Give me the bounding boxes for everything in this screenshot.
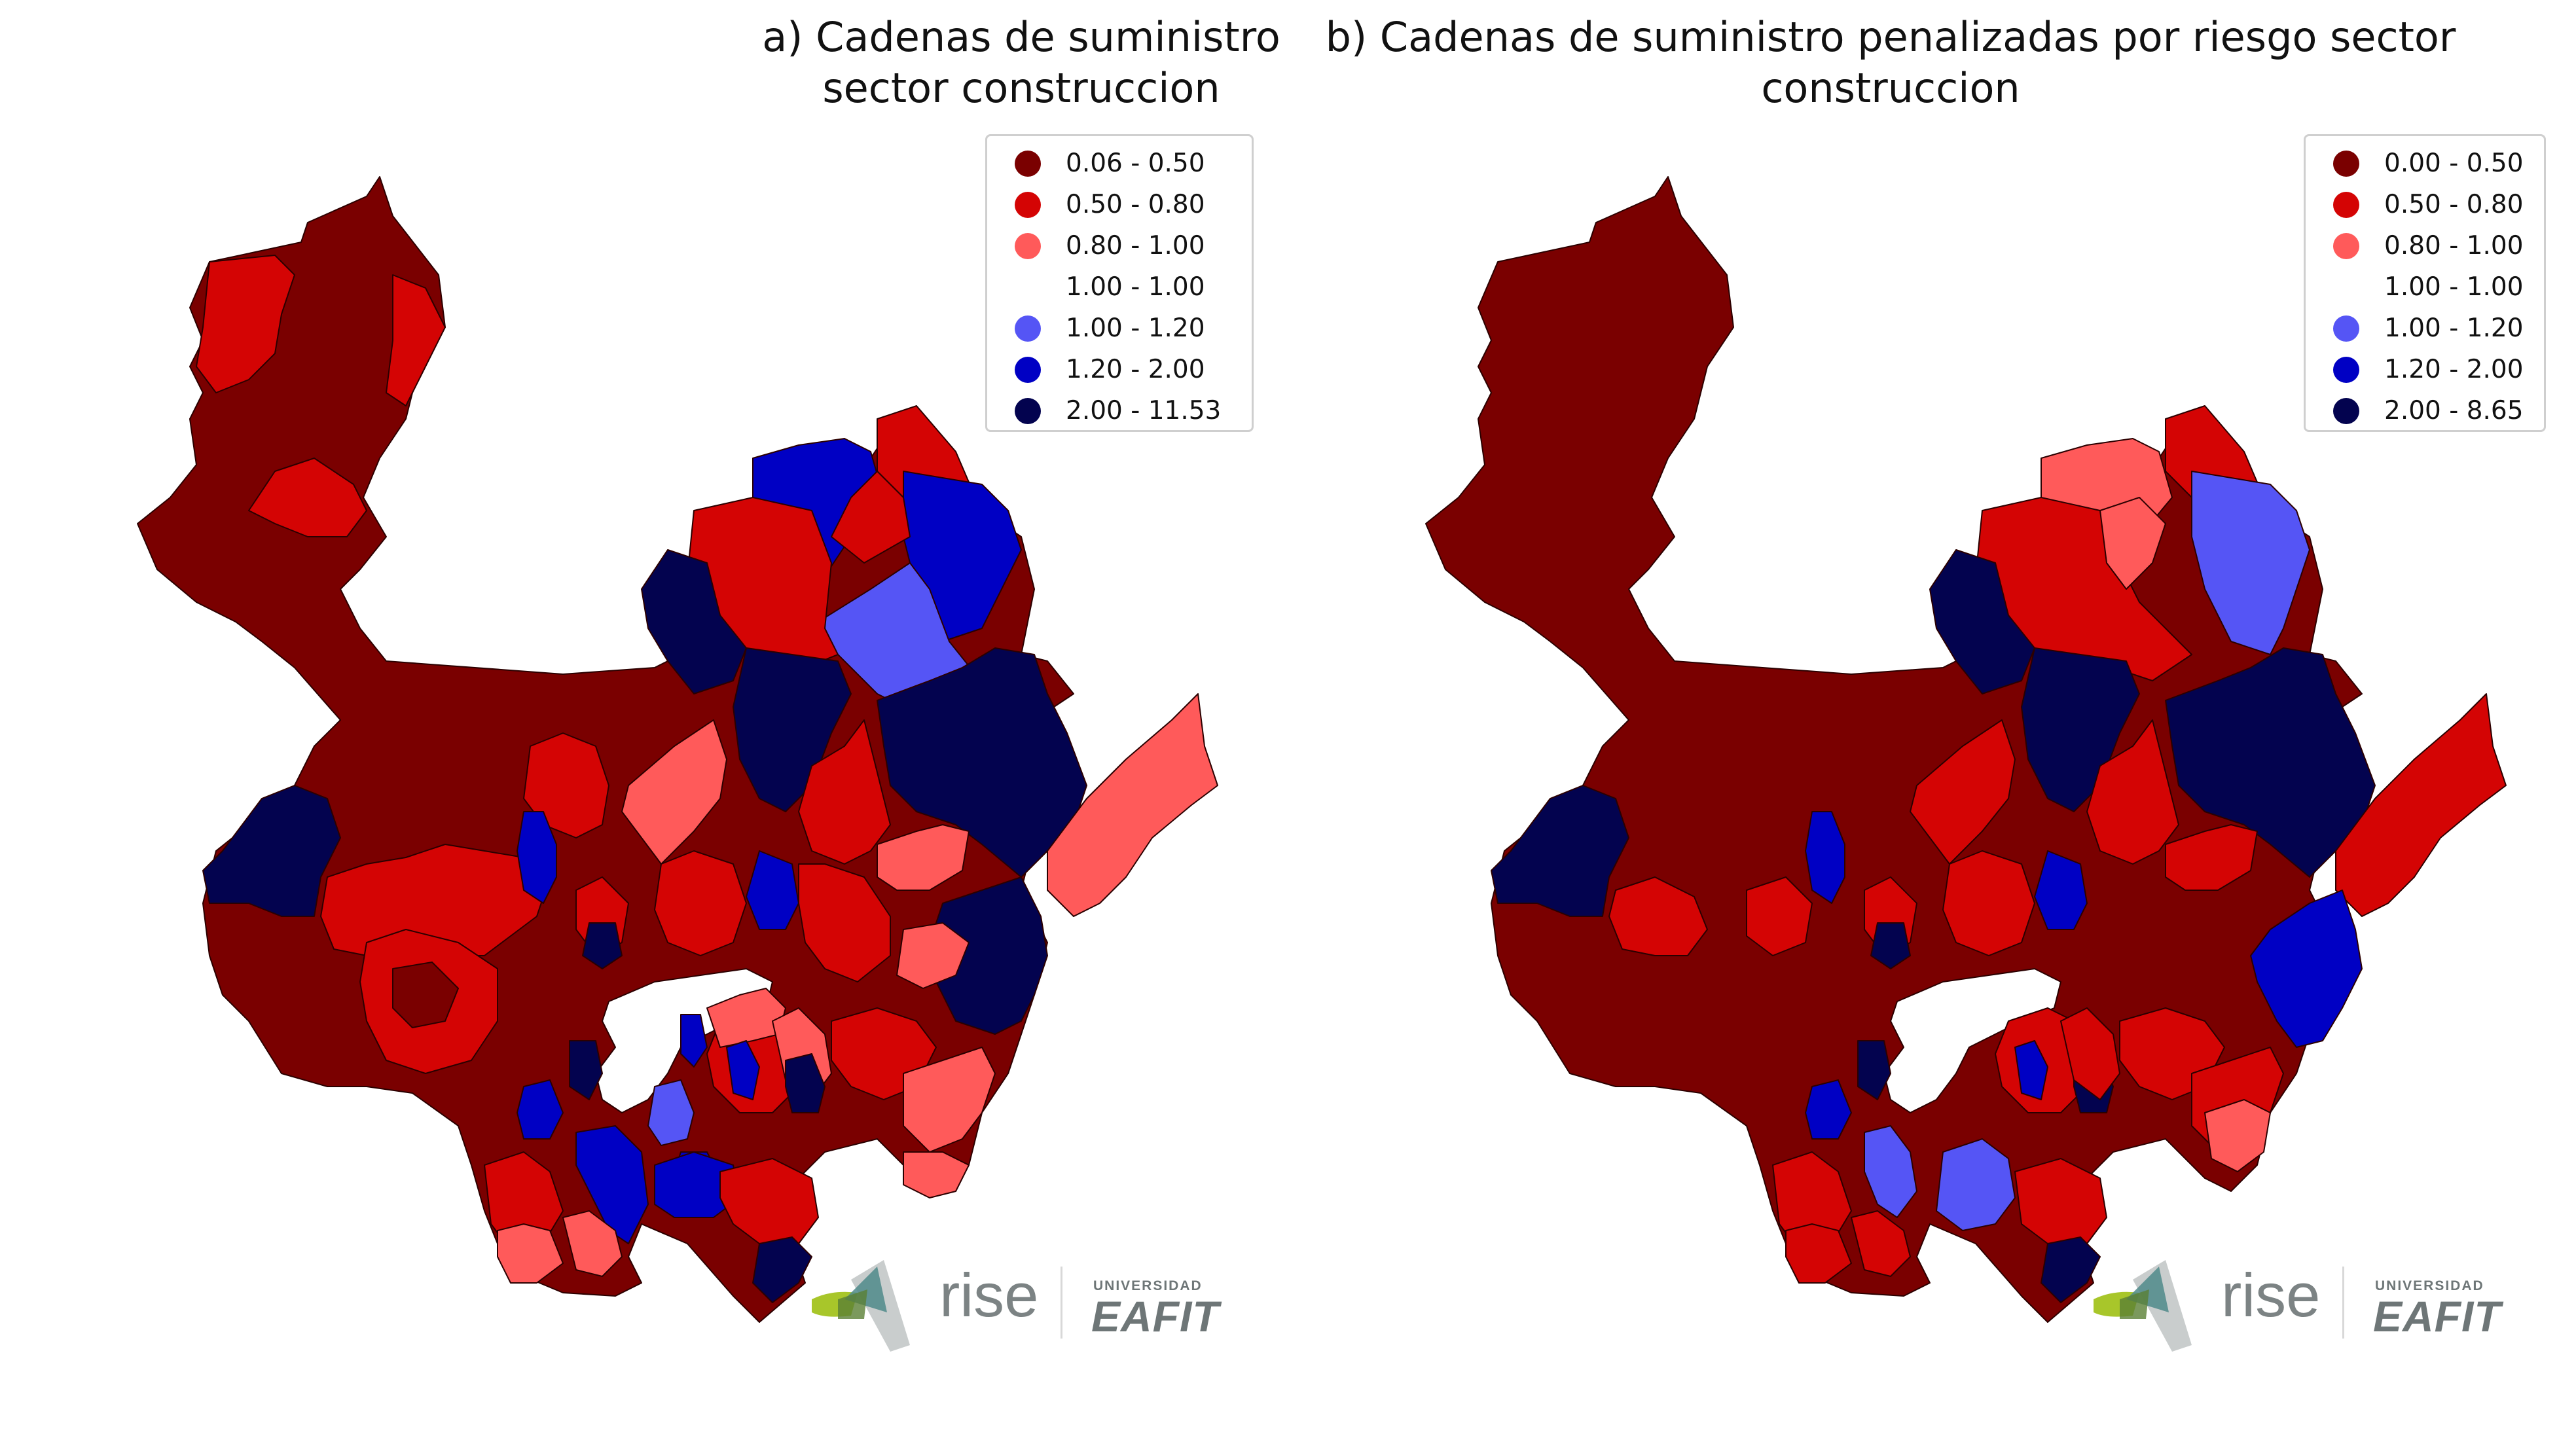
map-title: b) Cadenas de suministro penalizadas por… xyxy=(1325,13,2456,112)
logo-divider xyxy=(1061,1267,1062,1339)
rise-logo-icon xyxy=(2094,1260,2192,1352)
legend-entry: 2.00 - 11.53 xyxy=(999,390,1240,431)
legend-swatch xyxy=(2333,232,2359,259)
legend-entry: 1.20 - 2.00 xyxy=(2317,349,2532,390)
legend-swatch xyxy=(2333,397,2359,424)
legend-entry: 2.00 - 8.65 xyxy=(2317,390,2532,431)
legend-swatch xyxy=(1015,150,1041,177)
eafit-wordmark: EAFIT xyxy=(1091,1292,1220,1341)
legend-label: 2.00 - 11.53 xyxy=(1066,396,1222,425)
legend: 0.00 - 0.50 0.50 - 0.80 0.80 - 1.00 1.00… xyxy=(2304,134,2546,432)
legend-entry: 1.00 - 1.20 xyxy=(2317,308,2532,349)
rise-wordmark: rise xyxy=(939,1261,1039,1329)
legend-label: 1.00 - 1.20 xyxy=(1066,314,1205,343)
legend-label: 0.80 - 1.00 xyxy=(1066,231,1205,261)
legend-label: 0.00 - 0.50 xyxy=(2384,149,2524,178)
map-panel-b: b) Cadenas de suministro penalizadas por… xyxy=(1288,0,2576,1440)
legend-swatch xyxy=(1015,315,1041,342)
legend-swatch xyxy=(1015,232,1041,259)
legend-swatch xyxy=(2333,274,2359,300)
legend-label: 0.50 - 0.80 xyxy=(1066,190,1205,219)
legend-label: 2.00 - 8.65 xyxy=(2384,396,2524,425)
choropleth-map-a xyxy=(137,176,1218,1323)
legend-swatch xyxy=(2333,315,2359,342)
legend-swatch xyxy=(1015,356,1041,383)
legend-label: 1.00 - 1.20 xyxy=(2384,314,2524,343)
legend-swatch xyxy=(2333,150,2359,177)
legend-swatch xyxy=(2333,356,2359,383)
legend-entry: 0.50 - 0.80 xyxy=(999,184,1240,225)
legend-label: 0.06 - 0.50 xyxy=(1066,149,1205,178)
legend-label: 1.20 - 2.00 xyxy=(2384,355,2524,384)
legend-entry: 0.80 - 1.00 xyxy=(999,225,1240,266)
legend-entry: 0.50 - 0.80 xyxy=(2317,184,2532,225)
legend-swatch xyxy=(1015,191,1041,218)
region-layer xyxy=(137,176,1218,1323)
legend-entry: 0.80 - 1.00 xyxy=(2317,225,2532,266)
legend-entry: 1.00 - 1.00 xyxy=(999,266,1240,308)
legend-label: 0.50 - 0.80 xyxy=(2384,190,2524,219)
rise-logo-icon xyxy=(812,1260,910,1352)
choropleth-map-b xyxy=(1425,176,2507,1323)
legend-entry: 0.00 - 0.50 xyxy=(2317,143,2532,184)
university-label: UNIVERSIDAD xyxy=(2375,1278,2484,1293)
university-label: UNIVERSIDAD xyxy=(1093,1278,1203,1293)
legend-entry: 1.20 - 2.00 xyxy=(999,349,1240,390)
legend-label: 0.80 - 1.00 xyxy=(2384,231,2524,261)
legend: 0.06 - 0.50 0.50 - 0.80 0.80 - 1.00 1.00… xyxy=(985,134,1254,432)
legend-entry: 1.00 - 1.00 xyxy=(2317,266,2532,308)
logo-divider xyxy=(2342,1267,2344,1339)
region-layer xyxy=(1425,176,2507,1323)
legend-label: 1.00 - 1.00 xyxy=(1066,272,1205,302)
map-panel-a: a) Cadenas de suministro sector construc… xyxy=(137,13,1280,1352)
eafit-wordmark: EAFIT xyxy=(2373,1292,2501,1341)
map-title: a) Cadenas de suministro sector construc… xyxy=(762,13,1280,112)
legend-entry: 1.00 - 1.20 xyxy=(999,308,1240,349)
legend-entry: 0.06 - 0.50 xyxy=(999,143,1240,184)
legend-swatch xyxy=(2333,191,2359,218)
legend-swatch xyxy=(1015,397,1041,424)
rise-wordmark: rise xyxy=(2221,1261,2321,1329)
legend-swatch xyxy=(1015,274,1041,300)
legend-label: 1.00 - 1.00 xyxy=(2384,272,2524,302)
legend-label: 1.20 - 2.00 xyxy=(1066,355,1205,384)
